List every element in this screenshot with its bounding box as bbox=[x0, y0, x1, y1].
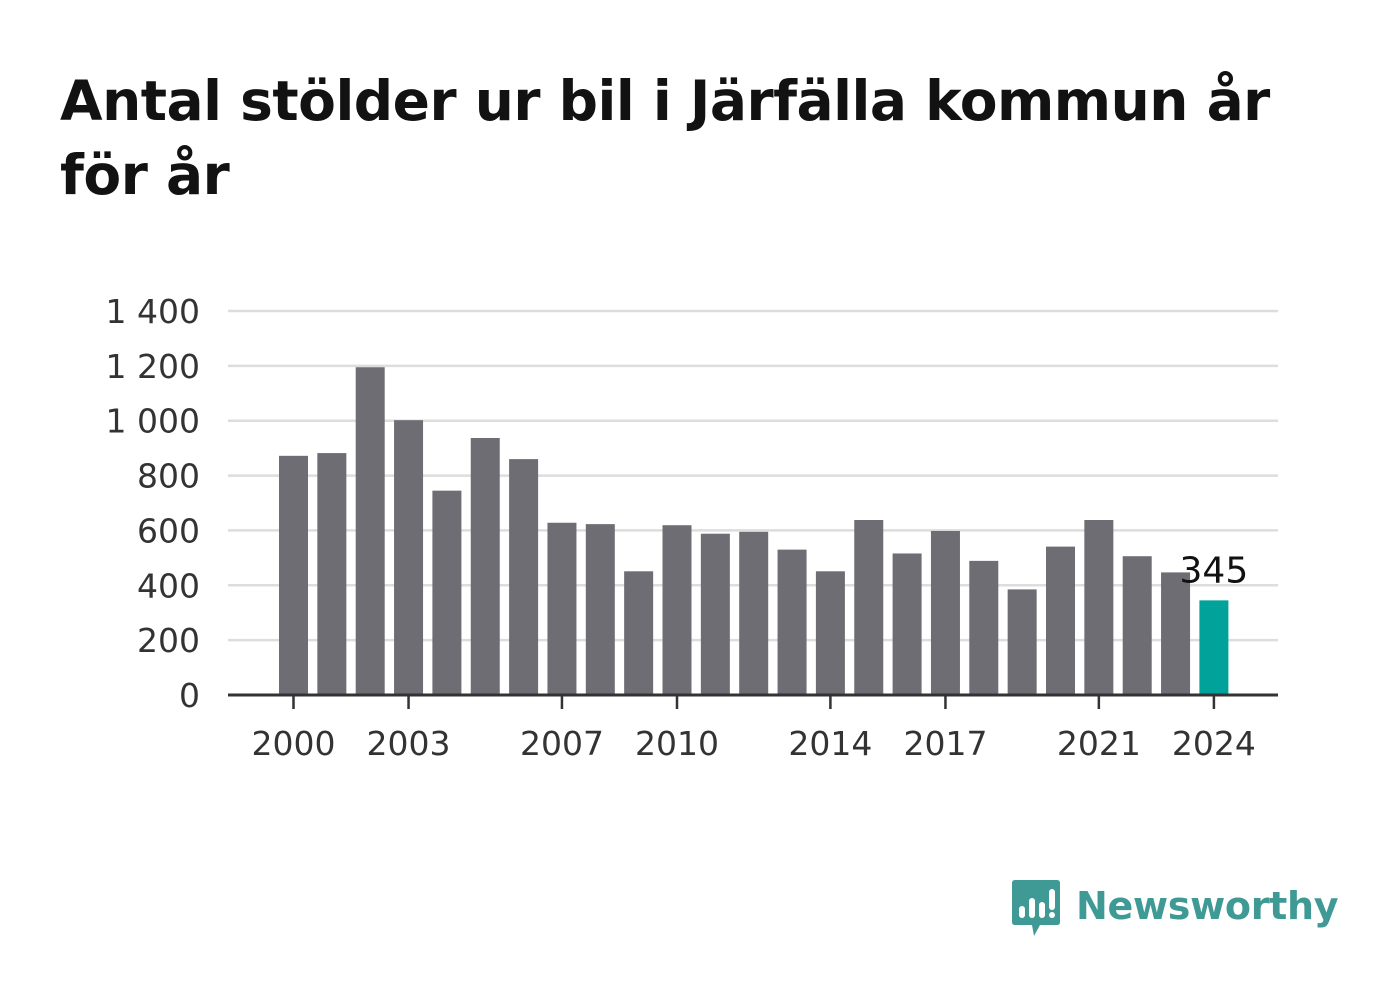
y-tick-label: 200 bbox=[137, 621, 200, 660]
x-tick-label: 2007 bbox=[520, 724, 604, 763]
bar-2016 bbox=[892, 553, 922, 695]
x-tick-label: 2010 bbox=[635, 724, 719, 763]
highlight-value-label: 345 bbox=[1180, 550, 1249, 591]
bar-2024 bbox=[1199, 600, 1229, 695]
bar-2019 bbox=[1007, 589, 1037, 695]
bar-2004 bbox=[432, 490, 462, 695]
bar-2023 bbox=[1161, 572, 1191, 695]
bar-2005 bbox=[470, 437, 500, 695]
bar-2011 bbox=[700, 533, 730, 695]
bar-2002 bbox=[355, 367, 385, 695]
bar-chart-speech-bubble-icon bbox=[1012, 880, 1060, 936]
bar-2006 bbox=[509, 459, 539, 695]
y-axis-tick-labels: 0 200 400 600 800 1 000 1 200 1 400 bbox=[106, 292, 200, 715]
x-tick-label: 2014 bbox=[788, 724, 872, 763]
bar-2021 bbox=[1084, 520, 1114, 695]
bar-2009 bbox=[624, 571, 654, 695]
y-tick-label: 800 bbox=[137, 457, 200, 496]
bar-2014 bbox=[815, 571, 845, 695]
x-axis-ticks: 2000 2003 2007 2010 2014 2017 2021 2024 bbox=[252, 695, 1256, 763]
bar-2001 bbox=[317, 453, 347, 695]
y-tick-label: 1 200 bbox=[106, 347, 200, 386]
y-tick-label: 0 bbox=[179, 676, 200, 715]
bars bbox=[279, 367, 1229, 695]
bar-2018 bbox=[969, 560, 999, 695]
y-tick-label: 1 400 bbox=[106, 292, 200, 331]
bar-2010 bbox=[662, 525, 692, 695]
bar-2000 bbox=[279, 455, 308, 695]
x-tick-label: 2017 bbox=[903, 724, 987, 763]
bar-2003 bbox=[394, 420, 424, 695]
x-tick-label: 2021 bbox=[1057, 724, 1141, 763]
newsworthy-logo: Newsworthy bbox=[1010, 878, 1339, 940]
x-tick-label: 2000 bbox=[252, 724, 336, 763]
bar-2020 bbox=[1046, 546, 1075, 695]
y-tick-label: 1 000 bbox=[106, 402, 200, 441]
brand-name: Newsworthy bbox=[1076, 884, 1339, 928]
bar-2012 bbox=[739, 531, 769, 695]
y-tick-label: 600 bbox=[137, 511, 200, 550]
bar-2007 bbox=[547, 522, 577, 695]
x-tick-label: 2003 bbox=[367, 724, 451, 763]
bar-2013 bbox=[777, 549, 807, 695]
bar-2015 bbox=[854, 520, 884, 695]
bar-2022 bbox=[1122, 556, 1152, 695]
bar-2008 bbox=[585, 524, 615, 695]
bar-2017 bbox=[930, 530, 960, 695]
chart-title: Antal stölder ur bil i Järfälla kommun å… bbox=[60, 69, 1270, 207]
x-tick-label: 2024 bbox=[1172, 724, 1256, 763]
y-tick-label: 400 bbox=[137, 566, 200, 605]
